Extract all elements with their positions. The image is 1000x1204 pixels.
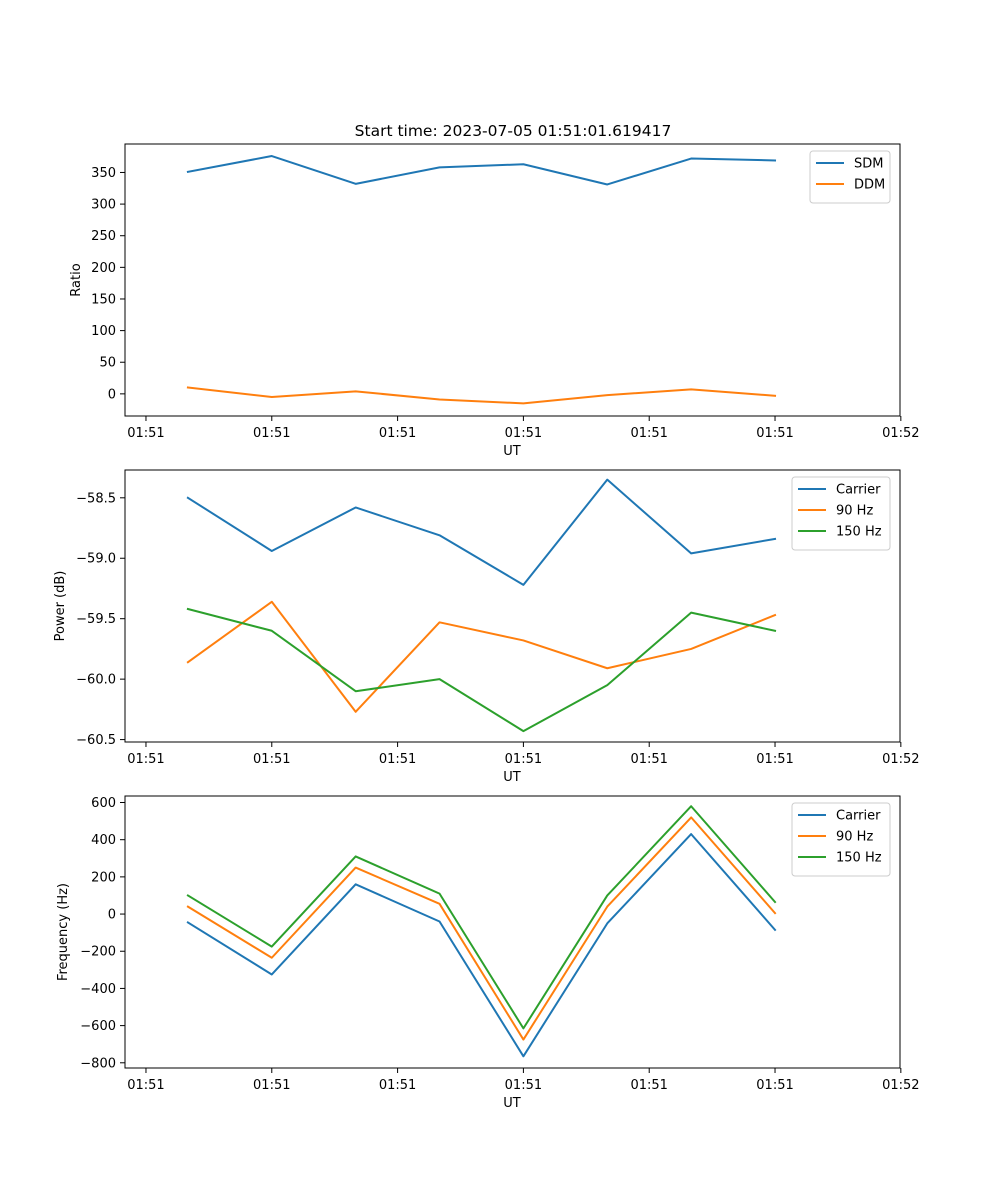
power-legend-label: Carrier — [836, 483, 881, 498]
ratio-x-tick-label: 01:51 — [630, 426, 667, 441]
ratio-y-tick-label: 300 — [91, 198, 116, 213]
frequency-legend-label: 90 Hz — [836, 830, 873, 845]
ratio-axes-frame — [124, 143, 901, 417]
ratio-chart: 01:51 01:51 01:51 01:51 01:51 01:51 01:52 0 50 10… — [69, 143, 920, 459]
frequency-x-axis-label: UT — [503, 1096, 521, 1111]
power-x-tick-label: 01:52 — [882, 752, 919, 767]
frequency-y-tick-label: 0 — [108, 908, 116, 923]
ratio-x-tick-label: 01:51 — [379, 426, 416, 441]
frequency-legend-label: Carrier — [836, 809, 881, 824]
power-y-axis-label: Power (dB) — [53, 571, 68, 642]
power-y-tick-label: −60.5 — [76, 733, 116, 748]
frequency-y-tick-label: −400 — [80, 982, 116, 997]
frequency-y-tick-label: −200 — [80, 945, 116, 960]
power-x-axis-label: UT — [503, 770, 521, 785]
ratio-x-tick-label: 01:51 — [253, 426, 290, 441]
frequency-y-tick-label: 400 — [91, 833, 116, 848]
power-series-line-150-hz — [186, 607, 777, 733]
frequency-series-line-150-hz — [186, 805, 777, 1030]
ratio-legend-label: DDM — [854, 178, 885, 193]
ratio-x-tick-label: 01:51 — [756, 426, 793, 441]
power-x-tick-label: 01:51 — [630, 752, 667, 767]
frequency-x-tick-label: 01:51 — [127, 1078, 164, 1093]
frequency-series-line-90-hz — [186, 816, 777, 1041]
frequency-x-tick-label: 01:51 — [379, 1078, 416, 1093]
figure-title: Start time: 2023-07-05 01:51:01.619417 — [355, 122, 672, 140]
power-y-tick-label: −59.0 — [76, 552, 116, 567]
power-axes-frame — [124, 469, 901, 743]
frequency-y-tick-label: 600 — [91, 796, 116, 811]
power-legend-label: 150 Hz — [836, 525, 882, 540]
frequency-chart: 01:51 01:51 01:51 01:51 01:51 01:51 01:52 −800 −… — [56, 795, 920, 1111]
ratio-legend: SDM DDM — [809, 150, 891, 204]
frequency-legend: Carrier 90 Hz 150 Hz — [791, 802, 891, 877]
power-legend: Carrier 90 Hz 150 Hz — [791, 476, 891, 551]
ratio-y-tick-label: 150 — [91, 292, 116, 307]
ratio-y-tick-label: 250 — [91, 229, 116, 244]
frequency-axes-frame — [124, 795, 901, 1069]
ratio-x-tick-label: 01:52 — [882, 426, 919, 441]
frequency-y-tick-label: −600 — [80, 1019, 116, 1034]
power-series-line-carrier — [186, 478, 777, 586]
ratio-x-axis-label: UT — [503, 444, 521, 459]
ratio-x-tick-label: 01:51 — [127, 426, 164, 441]
power-x-tick-label: 01:51 — [379, 752, 416, 767]
ratio-y-tick-label: 200 — [91, 261, 116, 276]
ratio-legend-label: SDM — [854, 157, 883, 172]
power-x-tick-label: 01:51 — [756, 752, 793, 767]
power-x-tick-label: 01:51 — [505, 752, 542, 767]
frequency-x-tick-label: 01:51 — [253, 1078, 290, 1093]
ratio-series-line-ddm — [186, 386, 777, 405]
frequency-x-tick-label: 01:51 — [630, 1078, 667, 1093]
ratio-y-axis-label: Ratio — [69, 263, 84, 296]
power-x-tick-label: 01:51 — [127, 752, 164, 767]
power-legend-label: 90 Hz — [836, 504, 873, 519]
ratio-y-tick-label: 0 — [108, 387, 116, 402]
ratio-series-line-sdm — [186, 155, 777, 186]
ratio-y-tick-label: 50 — [99, 356, 116, 371]
power-chart: 01:51 01:51 01:51 01:51 01:51 01:51 01:52 −60.5… — [53, 469, 920, 785]
power-y-tick-label: −59.5 — [76, 612, 116, 627]
frequency-x-tick-label: 01:51 — [505, 1078, 542, 1093]
power-y-tick-label: −58.5 — [76, 491, 116, 506]
frequency-y-tick-label: 200 — [91, 870, 116, 885]
frequency-y-tick-label: −800 — [80, 1056, 116, 1071]
frequency-x-tick-label: 01:51 — [756, 1078, 793, 1093]
power-x-tick-label: 01:51 — [253, 752, 290, 767]
frequency-legend-label: 150 Hz — [836, 851, 882, 866]
ratio-y-tick-label: 350 — [91, 166, 116, 181]
frequency-y-axis-label: Frequency (Hz) — [56, 883, 71, 981]
ratio-y-tick-label: 100 — [91, 324, 116, 339]
power-series-line-90-hz — [186, 600, 777, 713]
frequency-x-tick-label: 01:52 — [882, 1078, 919, 1093]
frequency-series-line-carrier — [186, 833, 777, 1058]
power-y-tick-label: −60.0 — [76, 673, 116, 688]
ratio-x-tick-label: 01:51 — [505, 426, 542, 441]
